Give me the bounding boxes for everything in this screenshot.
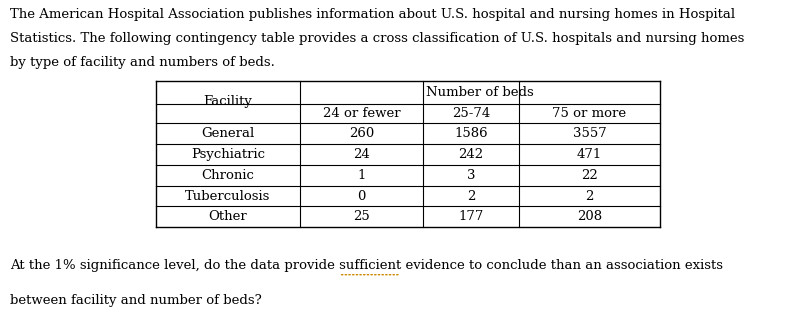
Text: The American Hospital Association publishes information about U.S. hospital and : The American Hospital Association publis… xyxy=(10,8,734,21)
Text: Statistics. The following contingency table provides a cross classification of U: Statistics. The following contingency ta… xyxy=(10,32,744,45)
Text: 471: 471 xyxy=(577,148,602,161)
Text: Number of beds: Number of beds xyxy=(426,86,534,99)
Text: Chronic: Chronic xyxy=(202,169,254,182)
Text: 260: 260 xyxy=(349,127,374,140)
Text: 0: 0 xyxy=(357,190,366,203)
Text: 2: 2 xyxy=(586,190,594,203)
Text: 3557: 3557 xyxy=(573,127,606,140)
Text: 22: 22 xyxy=(581,169,598,182)
Text: 242: 242 xyxy=(458,148,483,161)
Text: Tuberculosis: Tuberculosis xyxy=(185,190,270,203)
Text: 1586: 1586 xyxy=(454,127,488,140)
Text: 75 or more: 75 or more xyxy=(552,107,626,120)
Text: by type of facility and numbers of beds.: by type of facility and numbers of beds. xyxy=(10,56,274,69)
Text: Facility: Facility xyxy=(203,95,252,108)
Text: At the 1% significance level, do the data provide sufficient evidence to conclud: At the 1% significance level, do the dat… xyxy=(10,259,722,272)
Text: 3: 3 xyxy=(466,169,475,182)
Text: between facility and number of beds?: between facility and number of beds? xyxy=(10,294,262,307)
Text: 1: 1 xyxy=(357,169,366,182)
Text: 24 or fewer: 24 or fewer xyxy=(322,107,400,120)
Text: 2: 2 xyxy=(467,190,475,203)
Text: 24: 24 xyxy=(353,148,370,161)
Text: 25-74: 25-74 xyxy=(452,107,490,120)
Text: 177: 177 xyxy=(458,211,484,224)
Text: Psychiatric: Psychiatric xyxy=(191,148,265,161)
Text: Other: Other xyxy=(209,211,247,224)
Text: 25: 25 xyxy=(353,211,370,224)
Text: 208: 208 xyxy=(577,211,602,224)
Text: General: General xyxy=(201,127,254,140)
